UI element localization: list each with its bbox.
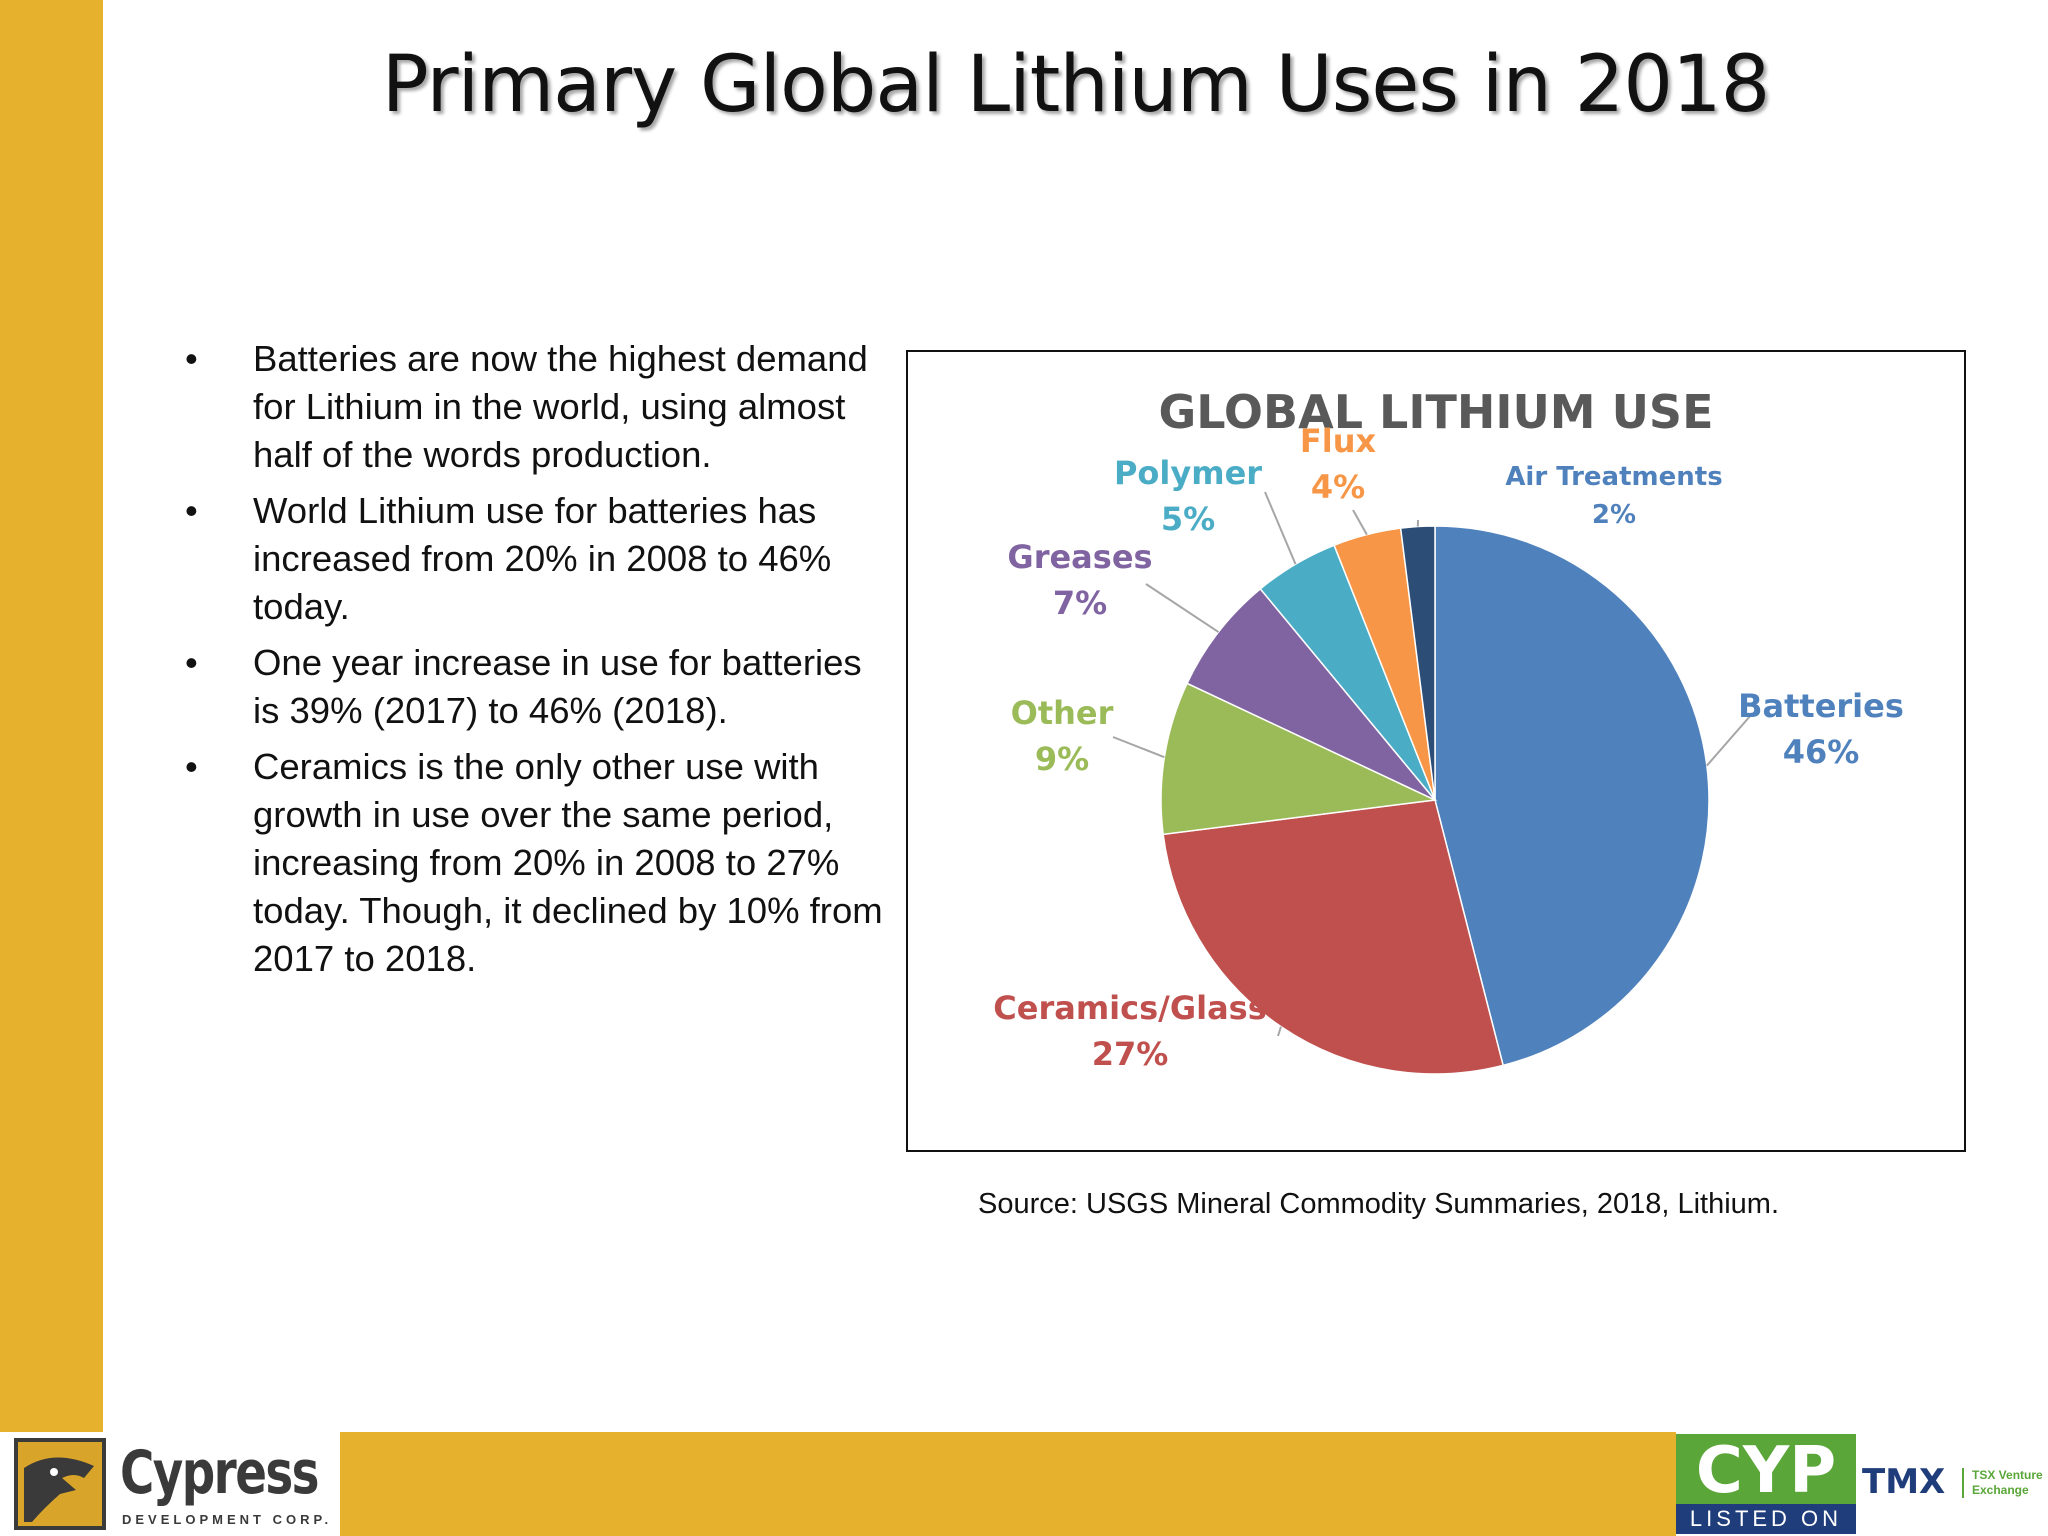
brand-name: Cypress: [120, 1438, 320, 1508]
leader-line-polymer: [1264, 491, 1297, 565]
leader-line-greases: [1145, 583, 1220, 633]
pie-slice-air-treatments: [1399, 525, 1436, 801]
slice-value-ceramics-glass: 27%: [1092, 1035, 1169, 1073]
bullet-item: • One year increase in use for batteries …: [185, 639, 885, 735]
slice-value-batteries: 46%: [1783, 733, 1860, 771]
slice-value-air-treatments: 2%: [1592, 500, 1636, 530]
slice-value-other: 9%: [1035, 740, 1089, 778]
brand-subtitle: DEVELOPMENT CORP.: [122, 1512, 333, 1527]
bullet-text: World Lithium use for batteries has incr…: [253, 490, 832, 627]
leader-line-other: [1112, 736, 1165, 759]
exchange-name: TSX Venture Exchange: [1962, 1468, 2048, 1498]
slice-label-greases: Greases: [1007, 538, 1152, 576]
slice-value-flux: 4%: [1311, 468, 1365, 506]
exchange-logo: TMX: [1862, 1462, 1946, 1502]
leader-line-batteries: [1706, 714, 1752, 767]
bullet-item: • World Lithium use for batteries has inc…: [185, 487, 885, 631]
bullet-text: Ceramics is the only other use with grow…: [253, 746, 883, 979]
chart-title: GLOBAL LITHIUM USE: [1159, 385, 1714, 439]
pie-slice-ceramics-glass: [1162, 799, 1505, 1075]
pie-chart-frame: GLOBAL LITHIUM USE Batteries 46% Ceramics/…: [906, 350, 1966, 1152]
cypress-logo: Cypress DEVELOPMENT CORP.: [0, 1432, 340, 1536]
slice-value-polymer: 5%: [1161, 500, 1215, 538]
bullet-item: • Ceramics is the only other use with gro…: [185, 743, 885, 983]
slice-label-batteries: Batteries: [1738, 687, 1904, 725]
slice-label-other: Other: [1011, 694, 1114, 732]
listed-on-label: LISTED ON: [1676, 1504, 1856, 1534]
bullet-marker: •: [185, 338, 198, 379]
bullet-text: Batteries are now the highest demand for…: [253, 338, 868, 475]
listing-badge: CYP LISTED ON TMX TSX Venture Exchange: [1676, 1432, 2048, 1536]
left-accent-bar: [0, 0, 103, 1536]
bullet-marker: •: [185, 746, 198, 787]
slice-label-ceramics-glass: Ceramics/Glass: [993, 989, 1267, 1027]
slice-label-flux: Flux: [1300, 422, 1377, 460]
slice-value-greases: 7%: [1053, 584, 1107, 622]
pie-slice-greases: [1186, 587, 1436, 801]
slice-label-air-treatments: Air Treatments: [1505, 462, 1722, 492]
slice-label-polymer: Polymer: [1114, 454, 1262, 492]
hawk-emblem-icon: [14, 1438, 106, 1530]
leader-line-ceramics-glass: [1277, 1026, 1282, 1037]
slide-title: Primary Global Lithium Uses in 2018: [381, 40, 1770, 130]
ticker-symbol: CYP: [1695, 1434, 1837, 1508]
bullet-text: One year increase in use for batteries i…: [253, 642, 862, 731]
bullet-marker: •: [185, 490, 198, 531]
bullet-list: • Batteries are now the highest demand fo…: [185, 335, 885, 991]
bullet-item: • Batteries are now the highest demand fo…: [185, 335, 885, 479]
pie-chart: GLOBAL LITHIUM USE Batteries 46% Ceramics/…: [993, 385, 1904, 1075]
bullet-marker: •: [185, 642, 198, 683]
leader-line-flux: [1352, 509, 1368, 536]
source-note: Source: USGS Mineral Commodity Summaries…: [978, 1188, 1780, 1220]
